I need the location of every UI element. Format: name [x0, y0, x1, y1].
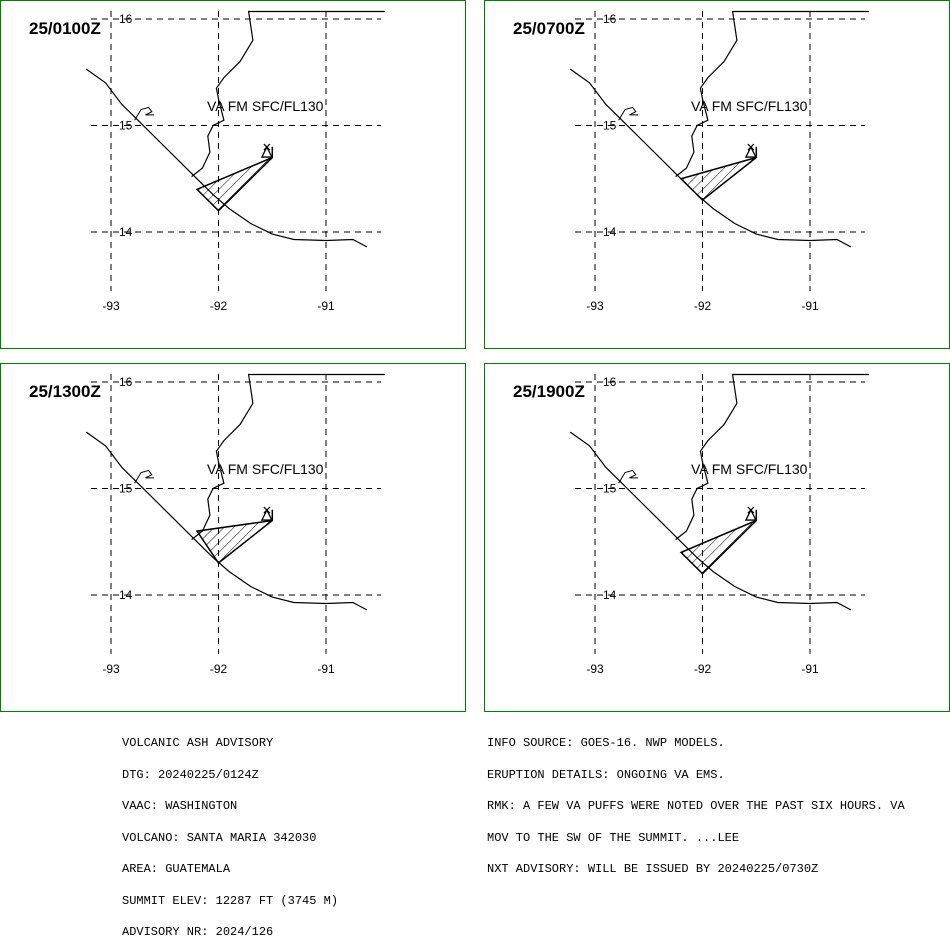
lon-tick-label: -91	[317, 299, 335, 313]
coast-inlet	[618, 469, 638, 484]
advisory-line: DTG: 20240225/0124Z	[122, 767, 259, 782]
advisory-right-text: INFO SOURCE: GOES-16. NWP MODELS. ERUPTI…	[487, 717, 905, 885]
coast-inlet	[134, 469, 154, 484]
volcano-summit-icon	[747, 143, 755, 151]
lon-tick-label: -93	[102, 299, 120, 313]
lon-tick-label: -91	[801, 662, 819, 676]
volcano-triangle-icon	[260, 508, 273, 521]
coastline	[569, 431, 852, 611]
ash-layer-label: VA FM SFC/FL130	[207, 98, 324, 114]
volcano-summit-icon	[263, 143, 271, 151]
country-border	[675, 10, 870, 178]
panel-time: 25/0700Z	[513, 19, 585, 38]
lon-tick-label: -93	[586, 662, 604, 676]
advisory-line: VAAC: WASHINGTON	[122, 799, 238, 813]
advisory-line: MOV TO THE SW OF THE SUMMIT. ...LEE	[487, 830, 740, 845]
lon-tick-label: -91	[317, 662, 335, 676]
country-border	[191, 373, 386, 541]
map-panel-4-svg: -93 -92 -91 16 15 14 VA FM SFC/FL130	[569, 373, 870, 676]
map-panel-2: -93 -92 -91 16 15 14 VA FM SFC/FL130 25/0700Z	[484, 0, 950, 349]
lat-tick-label: 16	[119, 375, 133, 389]
lat-tick-label: 16	[603, 12, 617, 26]
coast-inlet	[618, 106, 638, 121]
lat-tick-label: 16	[119, 12, 133, 26]
coastline	[569, 68, 852, 248]
advisory-line: ADVISORY NR: 2024/126	[122, 925, 274, 939]
lon-tick-label: -92	[694, 662, 712, 676]
coastline	[85, 68, 368, 248]
lat-tick-label: 15	[119, 482, 133, 496]
advisory-line: ERUPTION DETAILS: ONGOING VA EMS.	[487, 767, 725, 782]
lon-tick-label: -92	[694, 299, 712, 313]
ash-cloud-polygon	[679, 146, 758, 201]
ash-cloud-polygon	[195, 146, 274, 212]
lat-tick-label: 14	[119, 225, 133, 239]
lon-tick-label: -92	[210, 299, 228, 313]
country-border	[675, 373, 870, 541]
volcano-summit-icon	[747, 506, 755, 514]
coast-inlet	[134, 106, 154, 121]
lon-tick-label: -93	[102, 662, 120, 676]
volcano-triangle-icon	[744, 145, 757, 158]
lat-tick-label: 16	[603, 375, 617, 389]
map-panel-3-svg: -93 -92 -91 16 15 14 VA FM SFC/FL130	[85, 373, 386, 676]
advisory-line: RMK: A FEW VA PUFFS WERE NOTED OVER THE …	[487, 799, 905, 813]
volcano-summit-icon	[263, 506, 271, 514]
advisory-line: INFO SOURCE: GOES-16. NWP MODELS.	[487, 736, 725, 750]
panel-time: 25/1900Z	[513, 382, 585, 401]
map-panel-3: -93 -92 -91 16 15 14 VA FM SFC/FL130 25/1300Z	[0, 363, 466, 712]
ash-layer-label: VA FM SFC/FL130	[207, 461, 324, 477]
lon-tick-label: -92	[210, 662, 228, 676]
advisory-left-text: VOLCANIC ASH ADVISORY DTG: 20240225/0124…	[122, 717, 338, 948]
volcano-triangle-icon	[260, 145, 273, 158]
ash-layer-label: VA FM SFC/FL130	[691, 461, 808, 477]
advisory-line: VOLCANO: SANTA MARIA 342030	[122, 830, 317, 845]
panel-time: 25/1300Z	[29, 382, 101, 401]
lon-tick-label: -93	[586, 299, 604, 313]
lat-tick-label: 15	[603, 119, 617, 133]
volcano-triangle-icon	[744, 508, 757, 521]
ash-cloud-polygon	[195, 509, 274, 565]
advisory-line: AREA: GUATEMALA	[122, 862, 231, 876]
map-panel-1-svg: -93 -92 -91 16 15 14 VA FM SFC/FL130	[85, 10, 386, 313]
map-panel-2-svg: -93 -92 -91 16 15 14 VA FM SFC/FL130	[569, 10, 870, 313]
lat-tick-label: 15	[603, 482, 617, 496]
coastline	[85, 431, 368, 611]
lat-tick-label: 14	[119, 588, 133, 602]
country-border	[191, 10, 386, 178]
advisory-line: SUMMIT ELEV: 12287 FT (3745 M)	[122, 893, 339, 908]
lat-tick-label: 15	[119, 119, 133, 133]
advisory-line: VOLCANIC ASH ADVISORY	[122, 736, 274, 750]
lat-tick-label: 14	[603, 225, 617, 239]
lon-tick-label: -91	[801, 299, 819, 313]
map-panel-1: -93 -92 -91 16 15 14 VA FM SFC/FL130 25/0100Z	[0, 0, 466, 349]
map-panel-4: -93 -92 -91 16 15 14 VA FM SFC/FL130 25/1900Z	[484, 363, 950, 712]
ash-layer-label: VA FM SFC/FL130	[691, 98, 808, 114]
panel-time: 25/0100Z	[29, 19, 101, 38]
ash-cloud-polygon	[679, 509, 758, 575]
advisory-line: NXT ADVISORY: WILL BE ISSUED BY 20240225…	[487, 862, 819, 876]
lat-tick-label: 14	[603, 588, 617, 602]
